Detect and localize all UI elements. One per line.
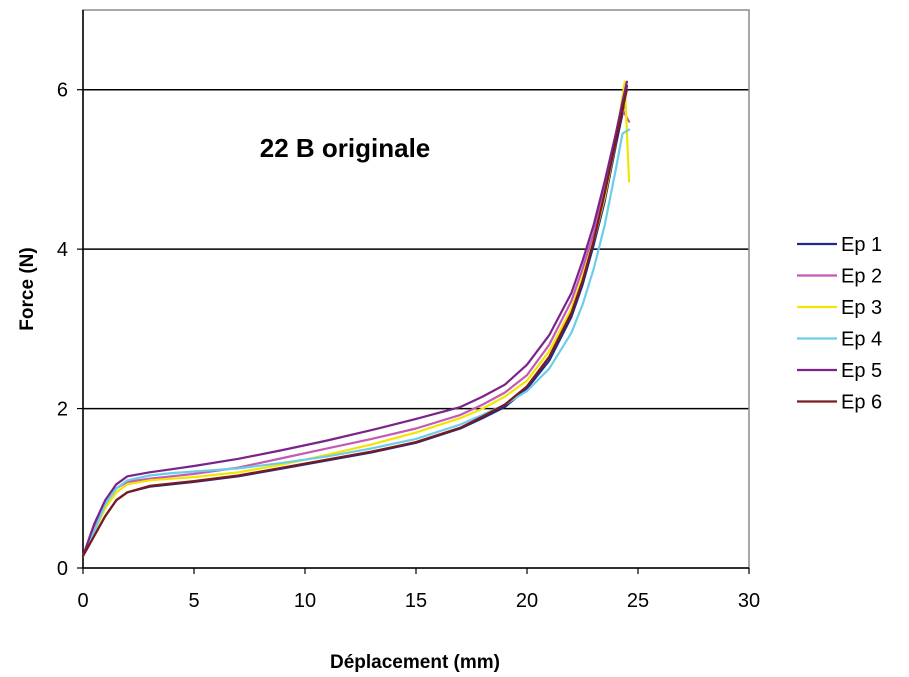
series-group bbox=[81, 80, 631, 558]
series-line-ep-5 bbox=[81, 80, 628, 558]
x-tick-label: 5 bbox=[188, 590, 199, 612]
y-axis: 0 2 4 6 bbox=[57, 10, 84, 580]
legend-label-ep-3: Ep 3 bbox=[841, 297, 882, 319]
series-line-ep-6 bbox=[81, 88, 628, 558]
grid bbox=[83, 88, 749, 410]
legend-label-ep-5: Ep 5 bbox=[841, 360, 882, 382]
legend-label-ep-4: Ep 4 bbox=[841, 329, 882, 351]
series-line-ep-2 bbox=[81, 108, 631, 558]
x-tick-label: 20 bbox=[516, 590, 538, 612]
x-tick-label: 10 bbox=[294, 590, 316, 612]
x-tick-label: 15 bbox=[405, 590, 427, 612]
y-tick-label: 2 bbox=[57, 399, 68, 421]
x-tick-label: 30 bbox=[738, 590, 760, 612]
x-axis-title: Déplacement (mm) bbox=[330, 652, 500, 673]
plot-area bbox=[82, 9, 750, 569]
y-axis-title: Force (N) bbox=[17, 247, 38, 330]
x-axis: 0 5 10 15 20 25 30 bbox=[77, 567, 760, 612]
x-tick-label: 25 bbox=[627, 590, 649, 612]
y-tick-label: 4 bbox=[57, 239, 68, 261]
chart-annotation: 22 B originale bbox=[260, 133, 431, 163]
legend-label-ep-1: Ep 1 bbox=[841, 234, 882, 256]
legend-label-ep-2: Ep 2 bbox=[841, 266, 882, 288]
y-tick-label: 0 bbox=[57, 558, 68, 580]
y-tick-label: 6 bbox=[57, 80, 68, 102]
series-line-ep-4 bbox=[81, 128, 631, 558]
legend: Ep 1 Ep 2 Ep 3 Ep 4 Ep 5 Ep 6 bbox=[797, 234, 882, 414]
x-tick-label: 0 bbox=[77, 590, 88, 612]
legend-label-ep-6: Ep 6 bbox=[841, 392, 882, 414]
